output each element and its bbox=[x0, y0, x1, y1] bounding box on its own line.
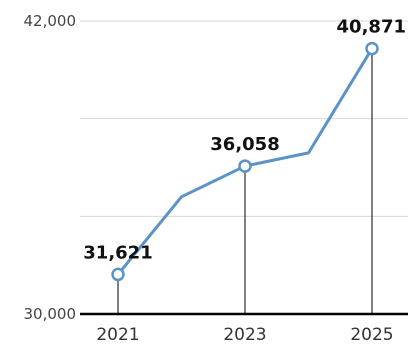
y-tick-labels: 30,000 42,000 bbox=[24, 12, 77, 323]
marker-2025 bbox=[365, 41, 379, 56]
marker-stems bbox=[117, 48, 373, 314]
data-label-2021: 31,621 bbox=[83, 242, 152, 263]
y-tick-label-30000: 30,000 bbox=[24, 305, 77, 323]
data-labels: 31,621 36,058 40,871 bbox=[83, 17, 406, 264]
x-tick-label-2023: 2023 bbox=[223, 325, 266, 345]
data-label-2025: 40,871 bbox=[337, 17, 406, 38]
y-tick-label-42000: 42,000 bbox=[24, 12, 77, 30]
marker-2023 bbox=[238, 159, 252, 173]
marker-2021 bbox=[111, 267, 125, 282]
x-tick-label-2025: 2025 bbox=[350, 325, 393, 345]
x-tick-label-2021: 2021 bbox=[96, 325, 139, 345]
data-label-2023: 36,058 bbox=[210, 134, 279, 155]
x-tick-labels: 2021 2023 2025 bbox=[96, 325, 393, 345]
gridlines bbox=[80, 20, 408, 217]
data-markers bbox=[111, 41, 379, 282]
